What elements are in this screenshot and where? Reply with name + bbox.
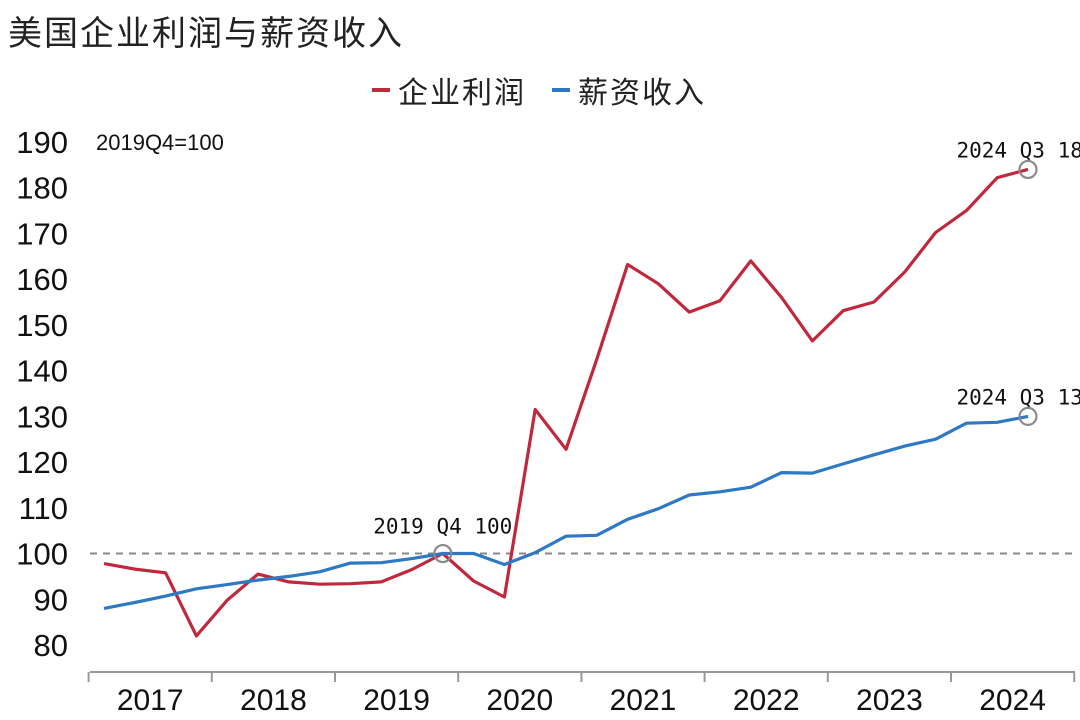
annotation-marker: [433, 543, 453, 564]
x-tick-label: 2022: [733, 684, 800, 717]
base-note: 2019Q4=100: [96, 130, 224, 155]
legend-item-profit: 企业利润: [372, 68, 526, 112]
x-tick-label: 2023: [856, 684, 923, 717]
series-line-wages: [103, 414, 1029, 610]
x-tick-label: 2017: [117, 684, 184, 717]
x-tick-label: 2020: [486, 684, 553, 717]
legend-swatch-profit: [372, 88, 390, 92]
legend-item-wages: 薪资收入: [552, 68, 706, 112]
y-tick-label: 100: [16, 537, 68, 572]
annotation-label: 2024 Q3 184: [956, 138, 1080, 162]
x-tick-label: 2024: [979, 684, 1046, 717]
x-tick-label: 2019: [363, 684, 430, 717]
legend-label-wages: 薪资收入: [578, 76, 706, 111]
x-tick-label: 2021: [610, 684, 677, 717]
legend-swatch-wages: [552, 88, 570, 92]
y-tick-label: 150: [16, 308, 68, 343]
annotation-marker: [1018, 406, 1038, 426]
annotation-label: 2019 Q4 100: [373, 515, 512, 539]
y-tick-label: 80: [34, 628, 68, 663]
y-tick-label: 90: [34, 582, 68, 617]
chart-title: 美国企业利润与薪资收入: [8, 14, 404, 54]
x-tick-label: 2018: [240, 684, 307, 717]
legend: 企业利润 薪资收入: [372, 68, 706, 112]
y-tick-label: 110: [19, 491, 68, 526]
y-tick-label: 160: [16, 262, 68, 297]
y-tick-label: 190: [16, 125, 68, 160]
annotation-label: 2024 Q3 130: [956, 385, 1080, 409]
y-tick-label: 130: [16, 399, 68, 434]
y-tick-label: 180: [16, 171, 68, 206]
annotation-marker: [1018, 159, 1038, 180]
y-tick-label: 170: [16, 216, 68, 251]
y-tick-label: 140: [16, 354, 68, 389]
series-line-profit: [103, 167, 1029, 638]
y-tick-label: 120: [16, 445, 68, 480]
legend-label-profit: 企业利润: [398, 76, 526, 111]
